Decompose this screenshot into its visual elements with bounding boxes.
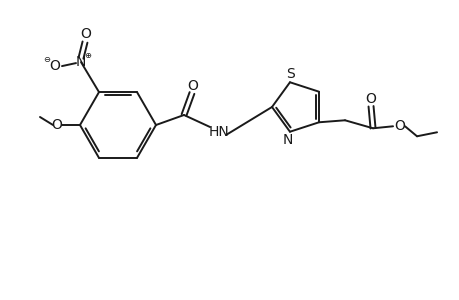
Text: O: O <box>187 79 198 93</box>
Text: S: S <box>286 67 295 81</box>
Text: ⊕: ⊕ <box>84 51 91 60</box>
Text: ⊖: ⊖ <box>44 55 50 64</box>
Text: O: O <box>80 27 91 41</box>
Text: O: O <box>50 59 60 73</box>
Text: O: O <box>365 92 375 106</box>
Text: N: N <box>282 133 292 147</box>
Text: N: N <box>76 55 86 69</box>
Text: O: O <box>51 118 62 132</box>
Text: O: O <box>394 119 404 133</box>
Text: HN: HN <box>208 125 229 139</box>
